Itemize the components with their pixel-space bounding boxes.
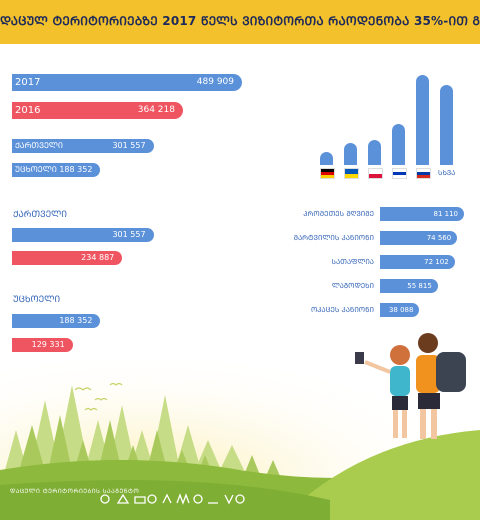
bar-label-1-1: ᲣᲪᲮᲝᲔᲚᲘ	[15, 165, 57, 174]
bar-0-0	[12, 74, 242, 91]
bar-0-1	[12, 102, 183, 119]
binoculars-icon	[147, 494, 157, 504]
tent-icon	[116, 493, 130, 504]
bar-1-1	[12, 163, 101, 177]
bar-value-2-0: 301 557	[112, 230, 146, 239]
banner-title: ᲓᲐᲪᲣᲚ ᲢᲔᲠᲘᲢᲝᲠᲘᲔᲑᲖᲔ 2017 ᲬᲔᲚᲡ ᲕᲘᲖᲘᲢᲝᲠᲗᲐ Რ…	[0, 14, 480, 28]
country-bar-1	[344, 143, 357, 165]
area-label-2: ᲡᲐᲗᲐᲤᲚᲘᲐ	[331, 258, 374, 266]
poland-flag-icon	[368, 168, 383, 179]
bar-2-0	[12, 228, 154, 242]
area-bar-1	[380, 231, 458, 245]
germany-flag-icon	[320, 168, 335, 179]
trees-icon	[176, 493, 190, 505]
bar-3-1	[12, 338, 73, 352]
israel-flag-icon-stripe	[393, 169, 406, 172]
bar-2-1	[12, 251, 123, 265]
russia-flag-icon-stripe	[417, 169, 430, 172]
bar-value-1-1: 188 352	[59, 165, 93, 174]
campfire-icon	[193, 494, 203, 504]
bar-value-1-0: 301 557	[112, 141, 146, 150]
hiker-man-icon	[416, 333, 466, 439]
area-bar-2	[380, 255, 455, 269]
germany-flag-icon-stripe	[321, 172, 334, 175]
banner: ᲓᲐᲪᲣᲚ ᲢᲔᲠᲘᲢᲝᲠᲘᲔᲑᲖᲔ 2017 ᲬᲔᲚᲡ ᲕᲘᲖᲘᲢᲝᲠᲗᲐ Რ…	[0, 0, 480, 44]
ukraine-flag-icon	[344, 168, 359, 179]
poland-flag-icon-stripe	[369, 173, 382, 178]
area-label-3: ᲚᲐᲒᲝᲓᲔᲮᲘ	[331, 282, 374, 290]
hill-right	[280, 430, 480, 520]
bar-value-2-1: 234 887	[81, 253, 115, 262]
footer-text: ᲓᲐᲪᲣᲚᲘ ᲢᲔᲠᲘᲢᲝᲠᲘᲔᲑᲘᲡ ᲡᲐᲐᲒᲔᲜᲢᲝ	[10, 488, 140, 495]
bar-label-0-1: 2016	[15, 105, 41, 116]
area-value-0: 81 110	[433, 210, 459, 218]
germany-flag-icon-stripe	[321, 169, 334, 172]
bar-value-3-0: 188 352	[59, 316, 93, 325]
russia-flag-icon-stripe	[417, 175, 430, 178]
poland-flag-icon-stripe	[369, 169, 382, 174]
area-value-1: 74 560	[426, 234, 452, 242]
compass-icon	[100, 494, 110, 504]
bar-value-3-1: 129 331	[31, 340, 65, 349]
russia-flag-icon	[416, 168, 431, 179]
israel-flag-icon-stripe	[393, 175, 406, 178]
ukraine-flag-icon-stripe	[345, 169, 358, 174]
area-bar-3	[380, 279, 438, 293]
bar-label-1-0: ᲥᲐᲠᲗᲕᲔᲚᲘ	[15, 141, 63, 150]
bar-3-0	[12, 314, 101, 328]
area-label-0: ᲞᲠᲝᲛᲔᲗᲔᲡ ᲛᲦᲕᲘᲛᲔ	[303, 210, 374, 218]
country-label-total: ᲡᲮᲕᲐ	[438, 169, 456, 177]
section-title-foreigners: ᲣᲪᲮᲝᲔᲚᲘ	[13, 295, 61, 305]
russia-flag-icon-stripe	[417, 172, 430, 175]
section-title-georgians: ᲥᲐᲠᲗᲕᲔᲚᲘ	[13, 210, 68, 220]
bird-icon	[224, 494, 234, 505]
country-bar-3	[392, 124, 405, 165]
area-bar-0	[380, 207, 464, 221]
israel-flag-icon	[392, 168, 407, 179]
area-value-3: 55 815	[407, 282, 432, 290]
area-value-4: 38 088	[388, 306, 414, 314]
bar-value-0-0: 489 909	[196, 77, 234, 87]
ukraine-flag-icon-stripe	[345, 173, 358, 178]
footer-icons	[100, 493, 245, 505]
camera-icon	[235, 494, 245, 504]
bar-label-0-0: 2017	[15, 77, 41, 88]
hiker-woman-icon	[355, 345, 410, 438]
area-bar-4	[380, 303, 420, 317]
birds	[74, 382, 123, 411]
germany-flag-icon-stripe	[321, 175, 334, 178]
area-value-2: 72 102	[424, 258, 449, 266]
israel-flag-icon-stripe	[393, 172, 406, 175]
country-bar-2	[368, 139, 381, 165]
country-bar-0	[320, 152, 333, 165]
bar-1-0	[12, 139, 154, 153]
country-bar-4	[416, 75, 429, 165]
car-icon	[134, 496, 146, 504]
mountain-icon	[162, 493, 172, 504]
area-label-1: ᲛᲐᲠᲢᲕᲘᲚᲘᲡ ᲙᲐᲜᲘᲝᲜᲘ	[293, 234, 374, 242]
bar-value-0-1: 364 218	[137, 105, 175, 115]
country-bar-5	[440, 85, 453, 165]
area-label-4: ᲝᲙᲐᲪᲔᲡ ᲙᲐᲜᲘᲝᲜᲘ	[311, 306, 374, 314]
